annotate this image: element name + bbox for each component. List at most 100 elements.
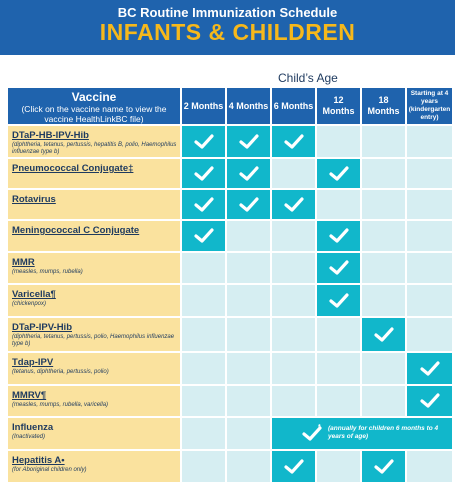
empty-cell — [272, 285, 315, 316]
footnote-mark: * — [318, 424, 321, 431]
vaccine-row: MMR (measles, mumps, rubella) — [8, 253, 452, 283]
dose-cell — [362, 318, 405, 351]
dose-cell — [272, 451, 315, 482]
empty-cell — [272, 386, 315, 416]
empty-cell — [227, 353, 270, 384]
checkmark-icon — [328, 260, 349, 275]
checkmark-icon — [328, 292, 349, 308]
empty-cell — [317, 353, 360, 384]
vaccine-name-cell: Influenza (Inactivated) — [8, 418, 180, 449]
checkmark-icon — [193, 165, 214, 181]
checkmark-icon — [193, 228, 214, 243]
checkmark-icon — [193, 196, 214, 212]
checkmark-icon — [193, 133, 214, 149]
empty-cell — [362, 253, 405, 283]
checkmark-icon — [283, 196, 304, 212]
vaccine-description: (chickenpox) — [12, 301, 47, 307]
dose-cell — [272, 126, 315, 157]
vaccine-link[interactable]: Hepatitis A• — [12, 455, 65, 466]
age-column-header: Starting at 4 years (kindergarten entry) — [407, 88, 452, 124]
vaccine-link[interactable]: Varicella¶ — [12, 289, 56, 300]
dose-cell — [317, 285, 360, 316]
vaccine-row: Hepatitis A• (for Aboriginal children onl… — [8, 451, 452, 482]
empty-cell — [182, 318, 225, 351]
checkmark-icon — [302, 425, 322, 441]
dose-cell — [182, 126, 225, 157]
empty-cell — [362, 159, 405, 188]
dose-cell — [362, 451, 405, 482]
vaccine-description: (Inactivated) — [12, 434, 46, 440]
vaccine-header-title: Vaccine — [71, 90, 117, 104]
empty-cell — [182, 451, 225, 482]
vaccine-link[interactable]: Meningococcal C Conjugate — [12, 225, 140, 236]
vaccine-row: Rotavirus — [8, 190, 452, 219]
dose-cell — [317, 253, 360, 283]
vaccine-name-cell: Hepatitis A• (for Aboriginal children onl… — [8, 451, 180, 482]
vaccine-link[interactable]: DTaP-IPV-Hib — [12, 322, 72, 333]
empty-cell — [272, 353, 315, 384]
empty-cell — [317, 126, 360, 157]
vaccine-row: Varicella¶ (chickenpox) — [8, 285, 452, 316]
dose-cell — [317, 159, 360, 188]
vaccine-name-cell: MMR (measles, mumps, rubella) — [8, 253, 180, 283]
empty-cell — [407, 126, 452, 157]
dose-cell — [317, 221, 360, 251]
empty-cell — [227, 451, 270, 482]
vaccine-link[interactable]: MMR — [12, 257, 35, 268]
empty-cell — [182, 285, 225, 316]
empty-cell — [407, 159, 452, 188]
dose-cell — [407, 386, 452, 416]
age-column-header: 2 Months — [182, 88, 225, 124]
empty-cell — [407, 318, 452, 351]
empty-cell — [362, 353, 405, 384]
empty-cell — [227, 285, 270, 316]
empty-cell — [317, 451, 360, 482]
dose-cell — [182, 159, 225, 188]
empty-cell — [362, 285, 405, 316]
influenza-note: (annually for children 6 months to 4 yea… — [328, 425, 439, 440]
age-column-header: 4 Months — [227, 88, 270, 124]
vaccine-column-header: Vaccine (Click on the vaccine name to vi… — [8, 88, 180, 124]
vaccine-name-cell: DTaP-IPV-Hib (diphtheria, tetanus, pertus… — [8, 318, 180, 351]
empty-cell — [182, 418, 225, 449]
vaccine-name-cell: Tdap-IPV (tetanus, diphtheria, pertussis,… — [8, 353, 180, 384]
empty-cell — [407, 190, 452, 219]
empty-cell — [362, 221, 405, 251]
vaccine-link[interactable]: MMRV¶ — [12, 390, 47, 401]
checkmark-icon — [328, 165, 349, 181]
vaccine-row: DTaP-IPV-Hib (diphtheria, tetanus, pertus… — [8, 318, 452, 351]
checkmark-icon — [238, 165, 259, 181]
dose-cell — [227, 159, 270, 188]
vaccine-link[interactable]: DTaP-HB-IPV-Hib — [12, 130, 89, 141]
empty-cell — [227, 221, 270, 251]
dose-cell — [227, 190, 270, 219]
empty-cell — [407, 285, 452, 316]
empty-cell — [272, 318, 315, 351]
empty-cell — [227, 318, 270, 351]
dose-cell — [182, 190, 225, 219]
empty-cell — [227, 253, 270, 283]
vaccine-name-cell: MMRV¶ (measles, mumps, rubella, varicella… — [8, 386, 180, 416]
checkmark-icon — [238, 133, 259, 149]
vaccine-link[interactable]: Pneumococcal Conjugate‡ — [12, 163, 134, 174]
vaccine-link[interactable]: Rotavirus — [12, 194, 56, 205]
age-column-header: 12 Months — [317, 88, 360, 124]
empty-cell — [317, 190, 360, 219]
vaccine-name-cell: Varicella¶ (chickenpox) — [8, 285, 180, 316]
vaccine-description: (tetanus, diphtheria, pertussis, polio) — [12, 369, 109, 375]
checkmark-icon — [373, 326, 394, 342]
vaccine-link[interactable]: Tdap-IPV — [12, 357, 54, 368]
ages-label: Child’s Age — [278, 71, 338, 85]
dose-cell — [272, 190, 315, 219]
schedule-subtitle: BC Routine Immunization Schedule — [117, 5, 338, 20]
empty-cell — [407, 451, 452, 482]
vaccine-name-cell: DTaP-HB-IPV-Hib (diphtheria, tetanus, per… — [8, 126, 180, 157]
empty-cell — [407, 221, 452, 251]
checkmark-icon — [373, 458, 394, 474]
empty-cell — [182, 253, 225, 283]
vaccine-header-note: (Click on the vaccine name to view the v… — [21, 104, 167, 124]
empty-cell — [317, 386, 360, 416]
vaccine-row: Tdap-IPV (tetanus, diphtheria, pertussis,… — [8, 353, 452, 384]
checkmark-icon — [283, 458, 304, 474]
empty-cell — [272, 253, 315, 283]
